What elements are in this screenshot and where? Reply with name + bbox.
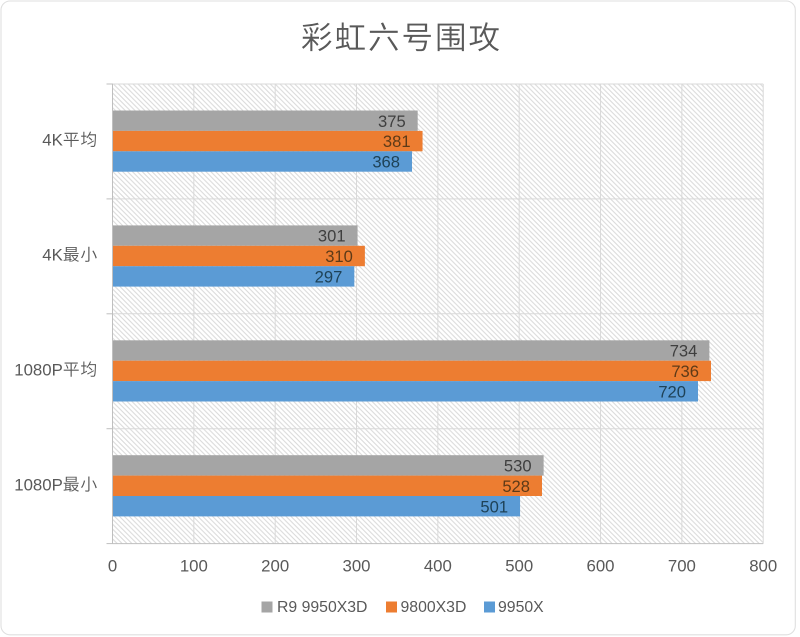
svg-text:200: 200 [261,557,289,576]
svg-text:736: 736 [671,362,699,381]
svg-text:1080P: 1080P [14,360,63,379]
svg-text:400: 400 [424,557,452,576]
svg-text:700: 700 [668,557,696,576]
svg-text:310: 310 [325,247,353,266]
svg-text:100: 100 [180,557,208,576]
svg-text:4K: 4K [42,131,63,150]
svg-text:9950X: 9950X [498,599,544,616]
svg-text:301: 301 [318,227,346,246]
svg-text:500: 500 [505,557,533,576]
svg-text:9800X3D: 9800X3D [401,599,467,616]
svg-text:375: 375 [378,112,406,131]
svg-text:368: 368 [372,153,400,172]
svg-text:0: 0 [108,557,117,576]
svg-text:528: 528 [502,477,530,496]
svg-text:530: 530 [504,456,532,475]
svg-text:600: 600 [587,557,615,576]
svg-text:734: 734 [670,342,698,361]
svg-text:4K: 4K [42,246,63,265]
svg-text:1080P: 1080P [14,475,63,494]
svg-text:720: 720 [658,382,686,401]
svg-text:800: 800 [749,557,777,576]
svg-text:501: 501 [480,497,508,516]
svg-text:297: 297 [315,267,343,286]
svg-text:R9 9950X3D: R9 9950X3D [277,599,367,616]
svg-text:381: 381 [383,132,411,151]
svg-text:300: 300 [343,557,371,576]
